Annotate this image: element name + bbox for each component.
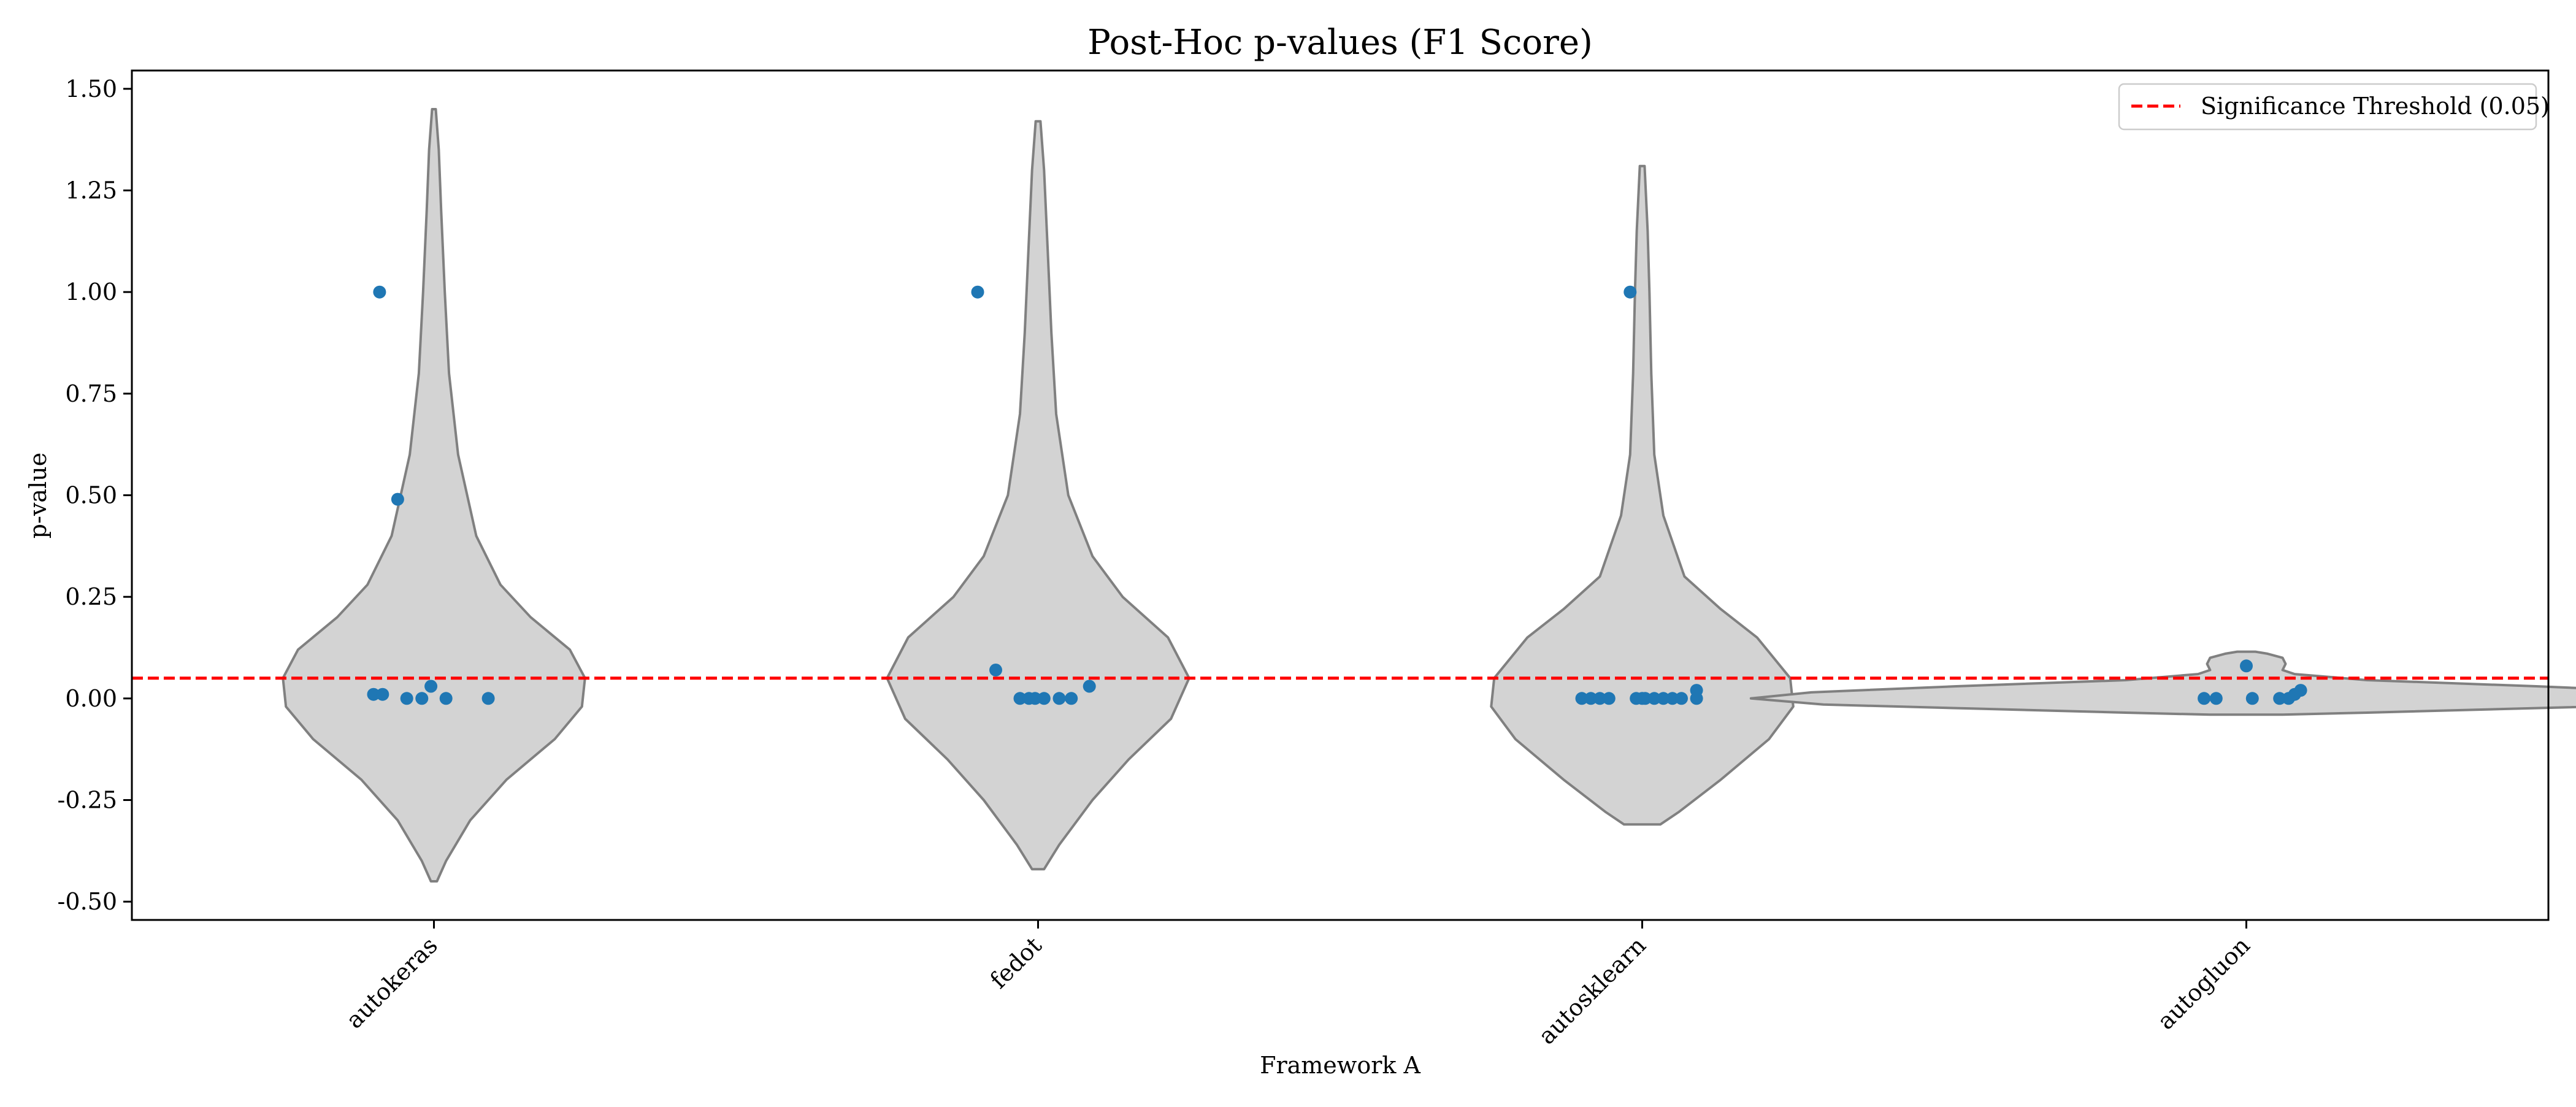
y-tick-label: 0.75 [65,380,117,407]
point-autokeras-2 [367,688,380,701]
point-autokeras-0 [373,285,386,299]
point-fedot-5 [1037,692,1051,705]
y-tick-label: 0.25 [65,583,117,610]
point-autosklearn-11 [1636,692,1649,705]
point-autosklearn-9 [1666,692,1679,705]
y-tick-label: 1.25 [65,177,117,204]
point-autokeras-1 [391,492,404,506]
point-fedot-4 [1029,692,1042,705]
point-fedot-6 [1052,692,1066,705]
point-fedot-8 [1083,680,1096,693]
point-autosklearn-13 [1690,684,1703,697]
point-autosklearn-3 [1593,692,1606,705]
point-autogluon-3 [2245,692,2259,705]
point-autokeras-7 [439,692,453,705]
x-tick-label-autogluon: autogluon [2152,932,2255,1035]
point-fedot-0 [971,285,984,299]
point-fedot-1 [989,664,1002,676]
point-autogluon-1 [2198,692,2211,705]
point-autogluon-0 [2240,659,2253,673]
point-fedot-2 [1013,692,1027,705]
violin-autogluon [1749,650,2576,716]
point-autokeras-4 [400,692,413,705]
violin-autosklearn [1490,164,1795,826]
point-autokeras-8 [481,692,495,705]
violin-autokeras [282,108,586,883]
violins-layer [282,108,2576,883]
points-layer [367,285,2307,705]
x-axis: autokeras fedot autosklearn autogluon [341,920,2255,1049]
y-tick-label: 1.00 [65,278,117,305]
x-axis-label: Framework A [1260,1052,1420,1079]
point-autogluon-7 [2294,684,2307,697]
point-autosklearn-4 [1602,692,1616,705]
chart-title: Post-Hoc p-values (F1 Score) [1087,23,1593,63]
point-fedot-7 [1065,692,1078,705]
y-tick-label: 0.00 [65,685,117,712]
y-axis-label: p-value [25,453,52,538]
point-autogluon-2 [2209,692,2223,705]
point-autosklearn-7 [1647,692,1661,705]
point-autosklearn-2 [1584,692,1598,705]
point-autogluon-4 [2273,692,2287,705]
legend-box [2118,83,2537,131]
violin-fedot [886,120,1190,871]
y-tick-label: -0.25 [58,787,117,814]
point-autokeras-5 [415,692,429,705]
point-autokeras-6 [424,680,438,693]
y-tick-label: 0.50 [65,482,117,509]
point-autosklearn-10 [1675,692,1688,705]
point-autokeras-3 [376,688,389,701]
legend: Significance Threshold (0.05) [2118,83,2550,131]
y-tick-label: 1.50 [65,75,117,102]
point-autosklearn-8 [1657,692,1670,705]
y-tick-label: -0.50 [58,888,117,915]
x-tick-label-fedot: fedot [985,932,1047,994]
point-autosklearn-0 [1623,285,1637,299]
point-autosklearn-1 [1575,692,1589,705]
x-tick-label-autokeras: autokeras [341,932,443,1033]
y-axis: -0.50 -0.25 0.00 0.25 0.50 0.75 1.00 1.25 1.50 [58,75,132,915]
legend-threshold-label: Significance Threshold (0.05) [2201,93,2550,120]
x-tick-label-autosklearn: autosklearn [1533,932,1651,1049]
